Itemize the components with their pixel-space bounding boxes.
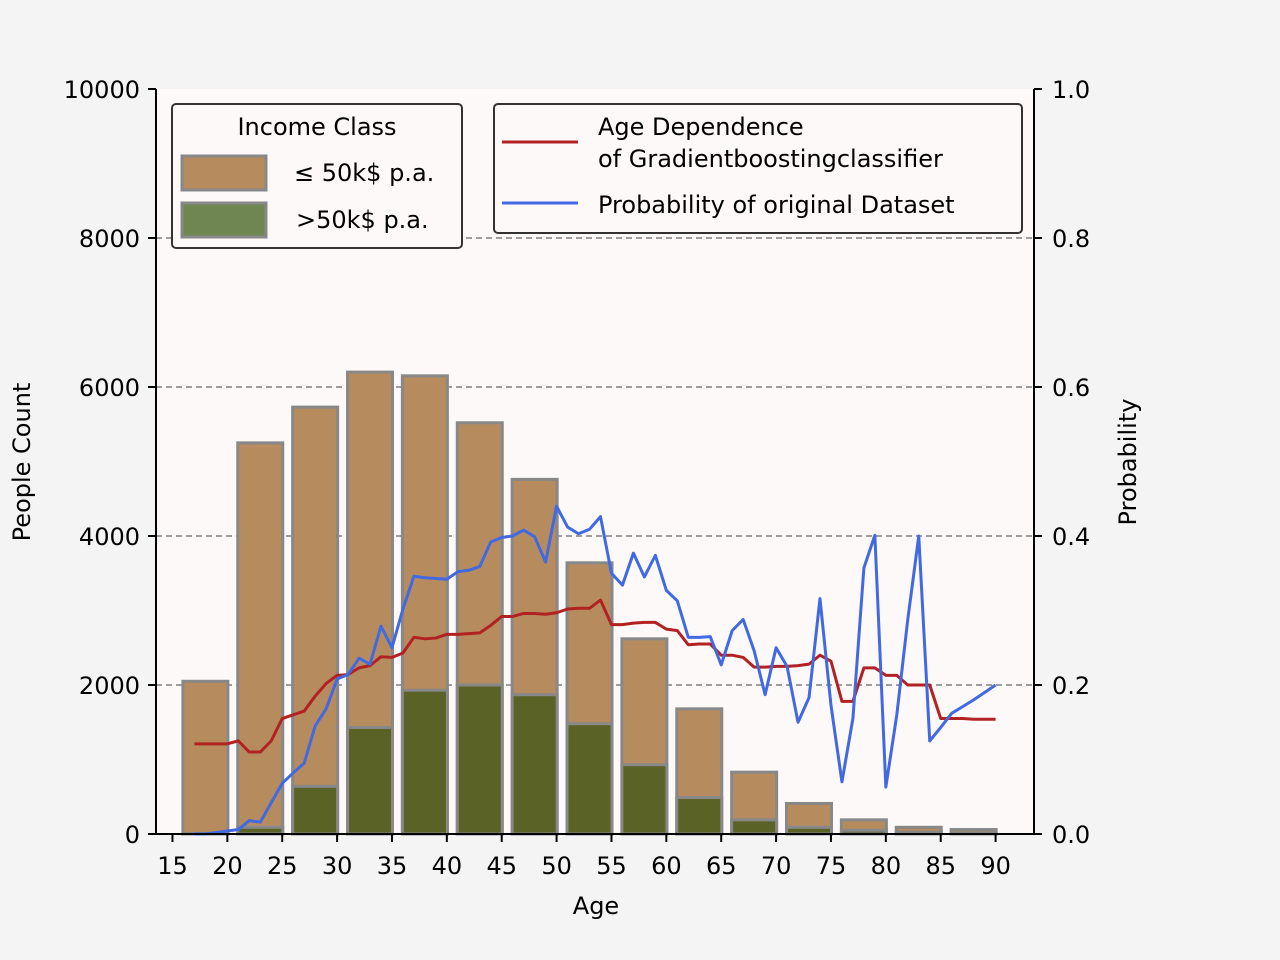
x-tick-label: 40 bbox=[432, 852, 463, 880]
y-left-tick-label: 8000 bbox=[79, 225, 140, 253]
y-left-tick-label: 2000 bbox=[79, 672, 140, 700]
x-tick-label: 75 bbox=[816, 852, 847, 880]
x-tick-label: 15 bbox=[157, 852, 188, 880]
x-tick-label: 50 bbox=[541, 852, 572, 880]
legend-lines: Age Dependence of Gradientboostingclassi… bbox=[493, 103, 1023, 234]
y-left-tick-label: 4000 bbox=[79, 523, 140, 551]
bar-gt50 bbox=[236, 825, 285, 836]
bar-gt50 bbox=[730, 818, 779, 836]
bar-le50 bbox=[291, 405, 340, 836]
x-tick-label: 20 bbox=[212, 852, 243, 880]
x-tick-label: 85 bbox=[925, 852, 956, 880]
y-axis-left-title: People Count bbox=[8, 383, 36, 542]
y-right-tick-label: 0.6 bbox=[1052, 374, 1090, 402]
bar-gt50 bbox=[346, 725, 395, 836]
legend-red-label-line2: of Gradientboostingclassifier bbox=[598, 145, 943, 173]
x-tick-label: 70 bbox=[761, 852, 792, 880]
y-left-tick-label: 10000 bbox=[64, 76, 140, 104]
bar-le50 bbox=[236, 441, 285, 836]
line-series bbox=[194, 504, 997, 836]
y-axis-right-title: Probability bbox=[1114, 399, 1142, 526]
y-right-tick-label: 0.4 bbox=[1052, 523, 1090, 551]
x-tick-label: 45 bbox=[486, 852, 517, 880]
bar-gt50 bbox=[400, 688, 449, 836]
y-left-tick-label: 0 bbox=[125, 821, 140, 849]
legend-lines-frame bbox=[493, 103, 1023, 234]
x-tick-label: 65 bbox=[706, 852, 737, 880]
x-tick-label: 25 bbox=[267, 852, 298, 880]
axes: 15 20 25 30 35 40 45 50 55 60 65 70 75 80 85 90 0 2000 400… bbox=[64, 76, 1091, 880]
y-left-tick-label: 6000 bbox=[79, 374, 140, 402]
x-tick-label: 55 bbox=[596, 852, 627, 880]
bar-gt50 bbox=[785, 825, 834, 836]
legend-income-title: Income Class bbox=[237, 113, 396, 141]
legend-swatch-le50 bbox=[180, 154, 268, 192]
y-right-tick-label: 1.0 bbox=[1052, 76, 1090, 104]
legend-swatch-gt50 bbox=[180, 201, 268, 239]
x-tick-label: 35 bbox=[377, 852, 408, 880]
x-tick-label: 60 bbox=[651, 852, 682, 880]
line-gradientboosting bbox=[194, 598, 996, 754]
legend-label-le50: ≤ 50k$ p.a. bbox=[294, 159, 434, 187]
x-tick-label: 80 bbox=[871, 852, 902, 880]
bar-gt50 bbox=[620, 763, 669, 836]
y-right-tick-label: 0.2 bbox=[1052, 672, 1090, 700]
legend-income: Income Class ≤ 50k$ p.a. >50k$ p.a. bbox=[171, 103, 463, 249]
legend-label-gt50: >50k$ p.a. bbox=[296, 206, 429, 234]
bar-gt50 bbox=[455, 683, 504, 836]
gridlines bbox=[156, 237, 1034, 686]
bar-gt50 bbox=[565, 722, 614, 836]
legend-red-label-line1: Age Dependence bbox=[598, 113, 804, 141]
y-right-tick-label: 0.0 bbox=[1052, 821, 1090, 849]
bar-le50 bbox=[181, 679, 230, 836]
legend-blue-label: Probability of original Dataset bbox=[598, 191, 955, 219]
x-tick-label: 90 bbox=[980, 852, 1011, 880]
x-tick-label: 30 bbox=[322, 852, 353, 880]
bar-gt50 bbox=[291, 784, 340, 836]
bar-gt50 bbox=[510, 693, 559, 836]
y-right-tick-label: 0.8 bbox=[1052, 225, 1090, 253]
bar-gt50 bbox=[675, 795, 724, 836]
line-original-probability bbox=[194, 504, 997, 836]
x-axis-title: Age bbox=[573, 892, 619, 920]
